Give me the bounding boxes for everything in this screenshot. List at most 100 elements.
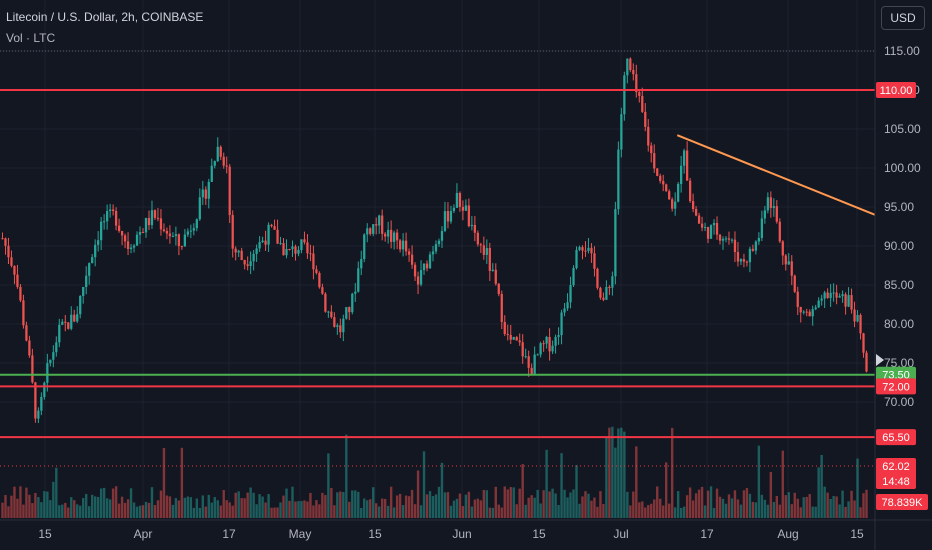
candle-body-191 — [572, 267, 575, 286]
candle-body-174 — [521, 342, 524, 357]
candle-body-82 — [246, 264, 249, 267]
volume-bar-46 — [138, 505, 142, 518]
time-axis-labels[interactable]: 15 Apr 17 May 15 Jun 15 Jul 17 Aug 15 — [38, 527, 864, 541]
volume-bar-257 — [769, 471, 773, 518]
volume-bar-199 — [596, 506, 599, 518]
volume-bar-285 — [853, 500, 856, 518]
candle-body-235 — [703, 227, 707, 229]
candle-body-252 — [754, 241, 758, 251]
horizontal-levels[interactable] — [0, 89, 875, 439]
volume-bar-232 — [694, 493, 698, 518]
volume-bar-289 — [865, 489, 868, 518]
candle-body-104 — [312, 253, 315, 270]
x-tick-8: 17 — [700, 527, 714, 541]
candle-body-9 — [28, 340, 31, 356]
volume-bar-16 — [49, 500, 52, 518]
volume-bar-36 — [108, 499, 112, 518]
volume-bar-194 — [581, 496, 584, 518]
candle-body-5 — [16, 274, 19, 287]
candle-body-51 — [153, 210, 157, 218]
candle-body-261 — [781, 241, 784, 256]
volume-bar-226 — [676, 491, 680, 518]
volume-bar-28 — [85, 493, 88, 518]
volume-bar-153 — [458, 493, 462, 518]
volume-bar-189 — [566, 497, 569, 518]
volume-bar-268 — [802, 497, 805, 518]
candle-body-165 — [494, 269, 497, 284]
volume-bar-73 — [219, 505, 222, 518]
candle-body-134 — [401, 240, 405, 250]
volume-bar-242 — [724, 503, 728, 518]
volume-bar-201 — [602, 504, 605, 518]
volume-bar-126 — [377, 506, 381, 518]
volume-legend[interactable]: Vol · LTC — [6, 31, 56, 45]
volume-bar-129 — [386, 505, 390, 518]
volume-bar-188 — [563, 489, 566, 518]
candle-body-121 — [363, 234, 366, 260]
y-tick-9: 70.00 — [884, 395, 914, 409]
candle-body-188 — [563, 308, 566, 313]
level-tag-label-2: 72.00 — [882, 381, 910, 393]
volume-bar-267 — [799, 507, 802, 518]
volume-bar-30 — [90, 494, 94, 518]
volume-bar-235 — [703, 505, 707, 518]
candle-body-41 — [123, 235, 127, 242]
candle-body-102 — [306, 242, 309, 254]
volume-bar-211 — [632, 491, 635, 518]
volume-bar-238 — [712, 507, 716, 518]
symbol-title[interactable]: Litecoin / U.S. Dollar, 2h, COINBASE — [6, 10, 204, 24]
candle-body-167 — [500, 293, 503, 322]
candle-body-112 — [336, 325, 339, 327]
candle-body-114 — [342, 318, 345, 333]
volume-bar-220 — [659, 498, 662, 518]
volume-bar-254 — [760, 494, 764, 518]
trendline-group[interactable] — [676, 134, 876, 216]
volume-bar-156 — [467, 491, 471, 518]
candle-body-88 — [264, 240, 267, 245]
volume-bar-171 — [512, 487, 515, 518]
candle-body-236 — [706, 227, 710, 239]
volume-bar-77 — [231, 505, 234, 518]
volume-bar-6 — [19, 486, 22, 518]
candle-body-201 — [602, 297, 605, 300]
candle-body-226 — [677, 183, 680, 202]
volume-bar-82 — [246, 492, 249, 518]
volume-bar-145 — [434, 494, 438, 518]
volume-bar-154 — [461, 506, 465, 518]
candle-body-181 — [542, 343, 545, 345]
volume-bar-193 — [578, 503, 581, 518]
candle-body-8 — [25, 325, 28, 341]
volume-bar-236 — [706, 490, 710, 518]
volume-bar-14 — [43, 491, 46, 518]
candle-body-10 — [31, 355, 34, 383]
volume-bar-176 — [527, 497, 530, 518]
volume-bar-44 — [132, 502, 136, 518]
y-tick-5: 90.00 — [884, 239, 914, 253]
volume-bar-244 — [730, 498, 734, 518]
candle-body-59 — [177, 234, 181, 247]
candle-body-279 — [835, 292, 838, 298]
candle-body-130 — [390, 229, 393, 242]
candle-body-30 — [91, 257, 94, 264]
volume-bar-61 — [183, 497, 187, 518]
currency-button[interactable]: USD — [881, 6, 925, 30]
candle-body-141 — [422, 263, 426, 271]
candle-body-266 — [796, 291, 799, 307]
volume-bar-208 — [623, 431, 626, 518]
candle-body-148 — [443, 211, 447, 231]
candle-body-200 — [599, 287, 602, 298]
candle-body-269 — [805, 311, 808, 313]
volume-bar-96 — [288, 500, 291, 518]
candle-body-12 — [37, 410, 40, 419]
x-tick-10: 15 — [850, 527, 864, 541]
volume-bar-23 — [70, 497, 73, 518]
candle-body-19 — [58, 324, 61, 343]
volume-bar-140 — [419, 505, 423, 518]
candle-body-207 — [620, 114, 623, 150]
candle-body-196 — [587, 247, 590, 251]
candle-body-287 — [859, 314, 862, 334]
candle-body-265 — [793, 275, 796, 292]
volume-bar-223 — [667, 503, 671, 518]
candle-body-122 — [366, 228, 369, 235]
